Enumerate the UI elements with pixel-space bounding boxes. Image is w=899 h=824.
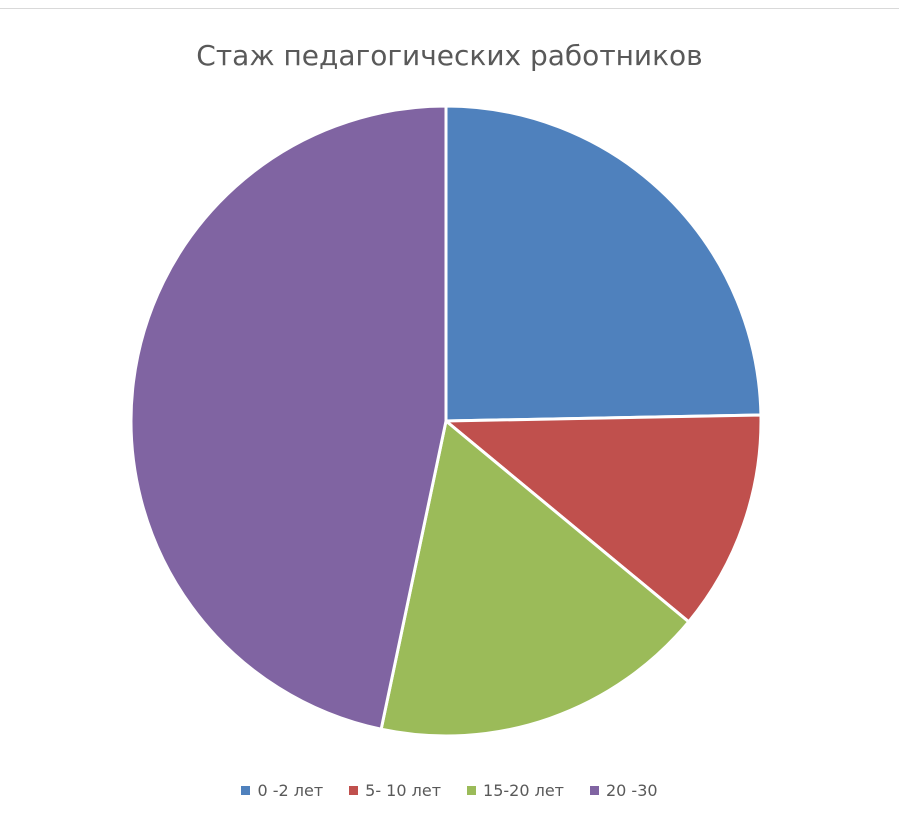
legend-swatch bbox=[467, 786, 476, 795]
pie-slice-4 bbox=[131, 106, 446, 729]
legend-item-2: 5- 10 лет bbox=[349, 781, 441, 800]
legend-label: 5- 10 лет bbox=[365, 781, 441, 800]
legend-label: 15-20 лет bbox=[483, 781, 564, 800]
chart-legend: 0 -2 лет 5- 10 лет 15-20 лет 20 -30 bbox=[0, 778, 899, 802]
pie-slice-1 bbox=[446, 106, 761, 421]
legend-item-4: 20 -30 bbox=[590, 781, 658, 800]
legend-item-3: 15-20 лет bbox=[467, 781, 564, 800]
legend-label: 0 -2 лет bbox=[257, 781, 323, 800]
legend-label: 20 -30 bbox=[606, 781, 658, 800]
legend-swatch bbox=[590, 786, 599, 795]
legend-swatch bbox=[241, 786, 250, 795]
legend-swatch bbox=[349, 786, 358, 795]
legend-item-1: 0 -2 лет bbox=[241, 781, 323, 800]
